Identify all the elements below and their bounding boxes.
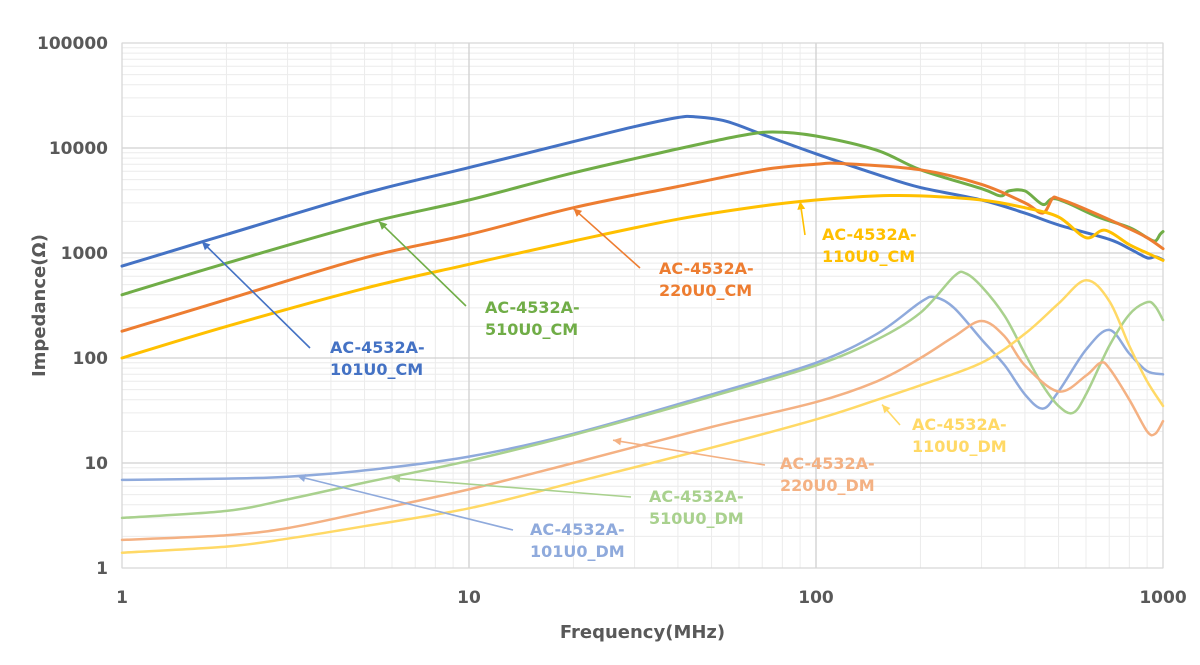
series-labels: AC-4532A-101U0_CMAC-4532A-510U0_CMAC-453… xyxy=(201,201,1007,561)
series-label-line: AC-4532A- xyxy=(485,298,580,317)
series-label-ac-4532a-110u0-dm: AC-4532A- 110U0_DM xyxy=(912,415,1007,456)
series-label-ac-4532a-101u0-dm: AC-4532A- 101U0_DM xyxy=(530,520,625,561)
y-tick-label: 1000 xyxy=(61,244,108,264)
series-label-ac-4532a-110u0-cm: AC-4532A- 110U0_CM xyxy=(822,225,917,266)
series-label-line: 110U0_DM xyxy=(912,437,1007,456)
pointer-arrowhead-ac-4532a-510u0-dm xyxy=(392,474,401,483)
series-label-line: AC-4532A- xyxy=(780,454,875,473)
series-line-ac-4532a-110u0-cm xyxy=(120,193,1165,360)
series-line-ac-4532a-101u0-cm xyxy=(120,114,1165,268)
x-tick-label: 10 xyxy=(457,588,481,608)
series-label-ac-4532a-101u0-cm: AC-4532A- 101U0_CM xyxy=(330,338,425,379)
series-label-line: AC-4532A- xyxy=(822,225,917,244)
series-label-ac-4532a-220u0-cm: AC-4532A- 220U0_CM xyxy=(659,259,754,300)
series-label-line: AC-4532A- xyxy=(330,338,425,357)
series-label-line: AC-4532A- xyxy=(530,520,625,539)
series-line-ac-4532a-510u0-dm xyxy=(120,270,1165,520)
pointer-line-ac-4532a-510u0-cm xyxy=(378,220,467,307)
series-label-line: 510U0_CM xyxy=(485,320,578,339)
series-label-ac-4532a-510u0-dm: AC-4532A- 510U0_DM xyxy=(649,487,744,528)
series-label-line: AC-4532A- xyxy=(659,259,754,278)
grid xyxy=(121,42,1164,569)
y-tick-label: 100000 xyxy=(37,34,108,54)
series-label-line: 110U0_CM xyxy=(822,247,915,266)
plot-area-border xyxy=(121,42,1164,569)
series-label-line: AC-4532A- xyxy=(649,487,744,506)
series-label-ac-4532a-220u0-dm: AC-4532A- 220U0_DM xyxy=(780,454,875,495)
pointer-line-ac-4532a-220u0-dm xyxy=(612,439,766,466)
series-label-line: 220U0_CM xyxy=(659,281,752,300)
series-label-line: 101U0_CM xyxy=(330,360,423,379)
y-tick-label: 1 xyxy=(96,559,108,579)
y-tick-label: 10 xyxy=(84,454,108,474)
series-line-ac-4532a-110u0-dm xyxy=(120,279,1165,554)
pointer-line-ac-4532a-510u0-dm xyxy=(391,477,632,498)
pointer-line-ac-4532a-101u0-dm xyxy=(297,475,514,531)
y-axis-title: Impedance(Ω) xyxy=(29,234,50,377)
series-line-ac-4532a-510u0-cm xyxy=(120,130,1165,297)
series-line-ac-4532a-101u0-dm xyxy=(120,295,1165,482)
pointer-arrowhead-ac-4532a-110u0-dm xyxy=(882,404,891,414)
x-axis-title: Frequency(MHz) xyxy=(560,622,725,643)
series-label-line: 510U0_DM xyxy=(649,509,744,528)
y-tick-label: 10000 xyxy=(49,139,108,159)
pointer-line-ac-4532a-220u0-cm xyxy=(572,207,641,269)
pointer-arrowhead-ac-4532a-101u0-dm xyxy=(297,474,307,482)
pointer-arrowhead-ac-4532a-220u0-cm xyxy=(573,208,583,217)
x-tick-label: 100 xyxy=(798,588,834,608)
pointer-arrowhead-ac-4532a-220u0-dm xyxy=(612,437,622,446)
pointer-arrowhead-ac-4532a-510u0-cm xyxy=(378,221,388,230)
series-label-ac-4532a-510u0-cm: AC-4532A- 510U0_CM xyxy=(485,298,580,339)
y-tick-label: 100 xyxy=(73,349,109,369)
pointer-arrowhead-ac-4532a-101u0-cm xyxy=(201,241,211,251)
series-line-ac-4532a-220u0-cm xyxy=(120,161,1165,333)
pointer-arrowhead-ac-4532a-110u0-cm xyxy=(797,201,806,210)
series-label-line: AC-4532A- xyxy=(912,415,1007,434)
pointer-line-ac-4532a-101u0-cm xyxy=(201,241,311,349)
x-tick-label: 1 xyxy=(116,588,128,608)
series-label-line: 220U0_DM xyxy=(780,476,875,495)
series-lines xyxy=(120,114,1165,554)
x-tick-label: 1000 xyxy=(1139,588,1186,608)
series-label-line: 101U0_DM xyxy=(530,542,625,561)
series-line-ac-4532a-220u0-dm xyxy=(120,319,1165,542)
axes: 1 10 100 1000 1 10 100 1000 10000 100000 xyxy=(37,34,1187,608)
